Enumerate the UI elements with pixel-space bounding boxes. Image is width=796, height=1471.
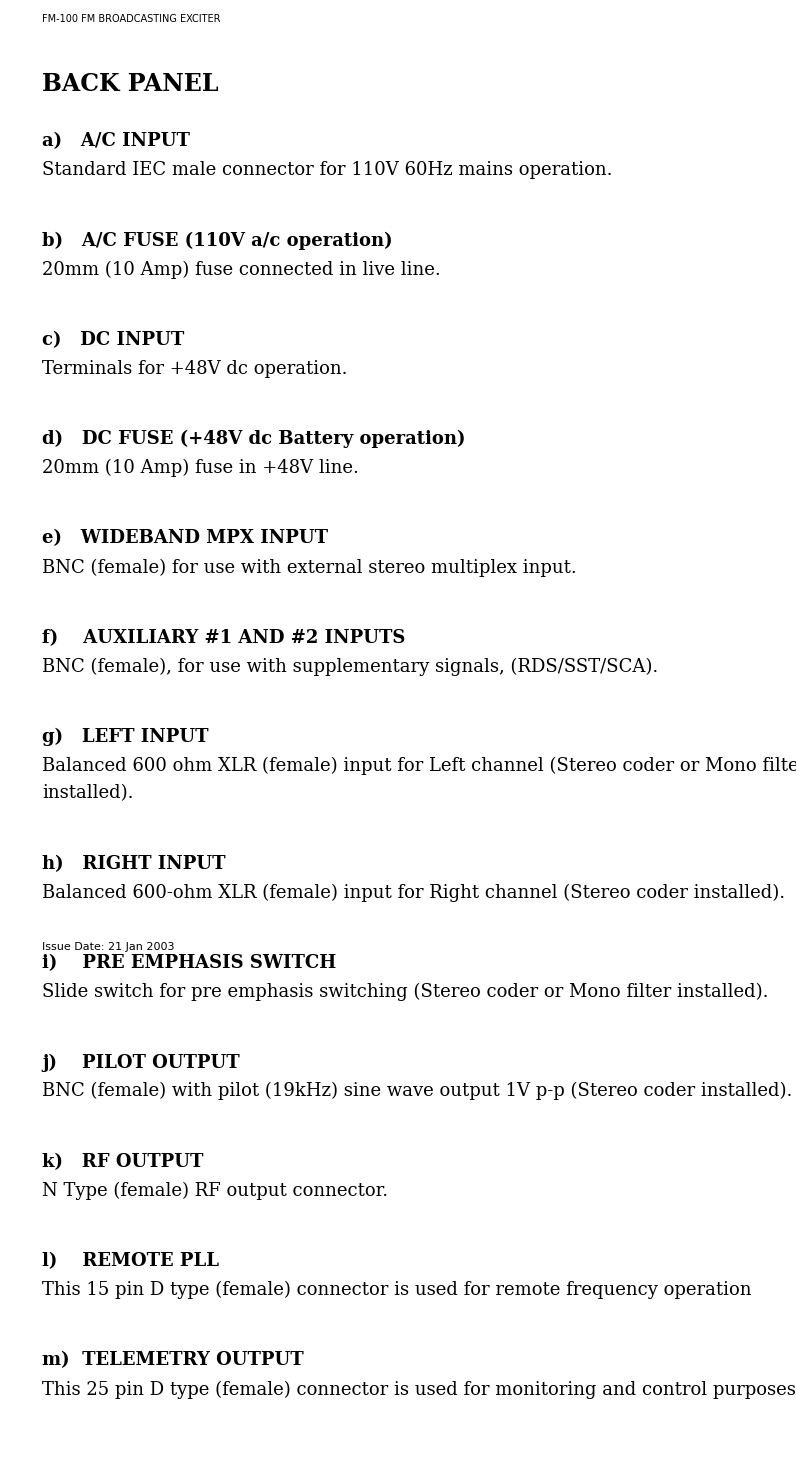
Text: c)   DC INPUT: c) DC INPUT xyxy=(42,331,185,349)
Text: 20mm (10 Amp) fuse in +48V line.: 20mm (10 Amp) fuse in +48V line. xyxy=(42,459,359,478)
Text: Standard IEC male connector for 110V 60Hz mains operation.: Standard IEC male connector for 110V 60H… xyxy=(42,162,613,179)
Text: b)   A/C FUSE (110V a/c operation): b) A/C FUSE (110V a/c operation) xyxy=(42,231,393,250)
Text: k)   RF OUTPUT: k) RF OUTPUT xyxy=(42,1153,204,1171)
Text: g)   LEFT INPUT: g) LEFT INPUT xyxy=(42,728,209,746)
Text: This 25 pin D type (female) connector is used for monitoring and control purpose: This 25 pin D type (female) connector is… xyxy=(42,1380,796,1399)
Text: d)   DC FUSE (+48V dc Battery operation): d) DC FUSE (+48V dc Battery operation) xyxy=(42,430,466,449)
Text: m)  TELEMETRY OUTPUT: m) TELEMETRY OUTPUT xyxy=(42,1352,304,1370)
Text: a)   A/C INPUT: a) A/C INPUT xyxy=(42,132,190,150)
Text: installed).: installed). xyxy=(42,784,134,802)
Text: BNC (female), for use with supplementary signals, (RDS/SST/SCA).: BNC (female), for use with supplementary… xyxy=(42,658,658,677)
Text: BNC (female) with pilot (19kHz) sine wave output 1V p-p (Stereo coder installed): BNC (female) with pilot (19kHz) sine wav… xyxy=(42,1083,793,1100)
Text: j)    PILOT OUTPUT: j) PILOT OUTPUT xyxy=(42,1053,240,1071)
Text: Balanced 600-ohm XLR (female) input for Right channel (Stereo coder installed).: Balanced 600-ohm XLR (female) input for … xyxy=(42,884,786,902)
Text: 20mm (10 Amp) fuse connected in live line.: 20mm (10 Amp) fuse connected in live lin… xyxy=(42,260,441,278)
Text: BNC (female) for use with external stereo multiplex input.: BNC (female) for use with external stere… xyxy=(42,559,577,577)
Text: This 15 pin D type (female) connector is used for remote frequency operation: This 15 pin D type (female) connector is… xyxy=(42,1281,751,1299)
Text: FM-100 FM BROADCASTING EXCITER: FM-100 FM BROADCASTING EXCITER xyxy=(42,15,220,25)
Text: f)    AUXILIARY #1 AND #2 INPUTS: f) AUXILIARY #1 AND #2 INPUTS xyxy=(42,630,406,647)
Text: h)   RIGHT INPUT: h) RIGHT INPUT xyxy=(42,855,226,872)
Text: N Type (female) RF output connector.: N Type (female) RF output connector. xyxy=(42,1181,388,1200)
Text: Issue Date: 21 Jan 2003: Issue Date: 21 Jan 2003 xyxy=(42,941,175,952)
Text: e)   WIDEBAND MPX INPUT: e) WIDEBAND MPX INPUT xyxy=(42,530,328,547)
Text: Balanced 600 ohm XLR (female) input for Left channel (Stereo coder or Mono filte: Balanced 600 ohm XLR (female) input for … xyxy=(42,758,796,775)
Text: BACK PANEL: BACK PANEL xyxy=(42,72,219,96)
Text: Slide switch for pre emphasis switching (Stereo coder or Mono filter installed).: Slide switch for pre emphasis switching … xyxy=(42,983,769,1002)
Text: i)    PRE EMPHASIS SWITCH: i) PRE EMPHASIS SWITCH xyxy=(42,955,337,972)
Text: Terminals for +48V dc operation.: Terminals for +48V dc operation. xyxy=(42,360,348,378)
Text: l)    REMOTE PLL: l) REMOTE PLL xyxy=(42,1252,220,1269)
